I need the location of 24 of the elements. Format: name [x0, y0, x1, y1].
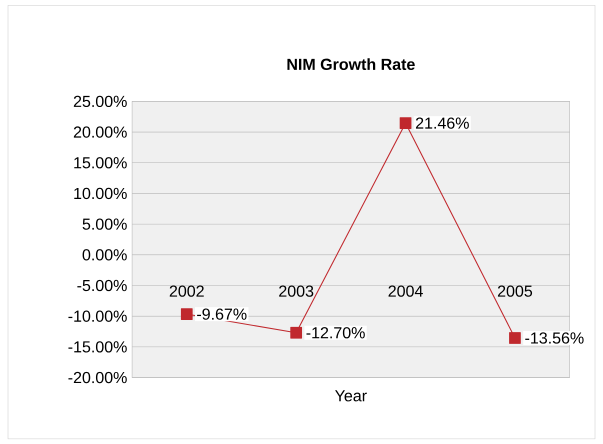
y-tick-label: 20.00%: [74, 126, 127, 138]
point: [180, 308, 193, 320]
y-tick-label: 10.00%: [74, 188, 127, 199]
point: [290, 326, 302, 338]
y-tick-label: -20.00%: [68, 372, 127, 384]
y-tick-label: 15.00%: [74, 156, 127, 168]
point: [400, 117, 412, 129]
y-tick-label: 5.00%: [82, 218, 127, 230]
point: [509, 332, 521, 344]
data-label: 21.46%: [416, 117, 469, 129]
y-tick-label: -5.00%: [77, 280, 127, 292]
y-tick-label: -10.00%: [68, 310, 127, 322]
y-tick-label: 0.00%: [82, 249, 127, 260]
x-axis-title: Year: [335, 390, 367, 402]
x-tick-label: 2005: [498, 285, 532, 297]
y-tick-label: 25.00%: [74, 96, 127, 107]
data-label: -13.56%: [525, 332, 584, 344]
x-tick-label: 2002: [170, 285, 204, 297]
chart-title: NIM Growth Rate: [287, 58, 415, 70]
data-label: -12.70%: [306, 326, 365, 338]
x-tick-label: 2003: [279, 285, 314, 297]
y-tick-label: -15.00%: [68, 341, 127, 352]
data-label: -9.67%: [197, 308, 247, 320]
x-tick-label: 2004: [388, 285, 423, 297]
